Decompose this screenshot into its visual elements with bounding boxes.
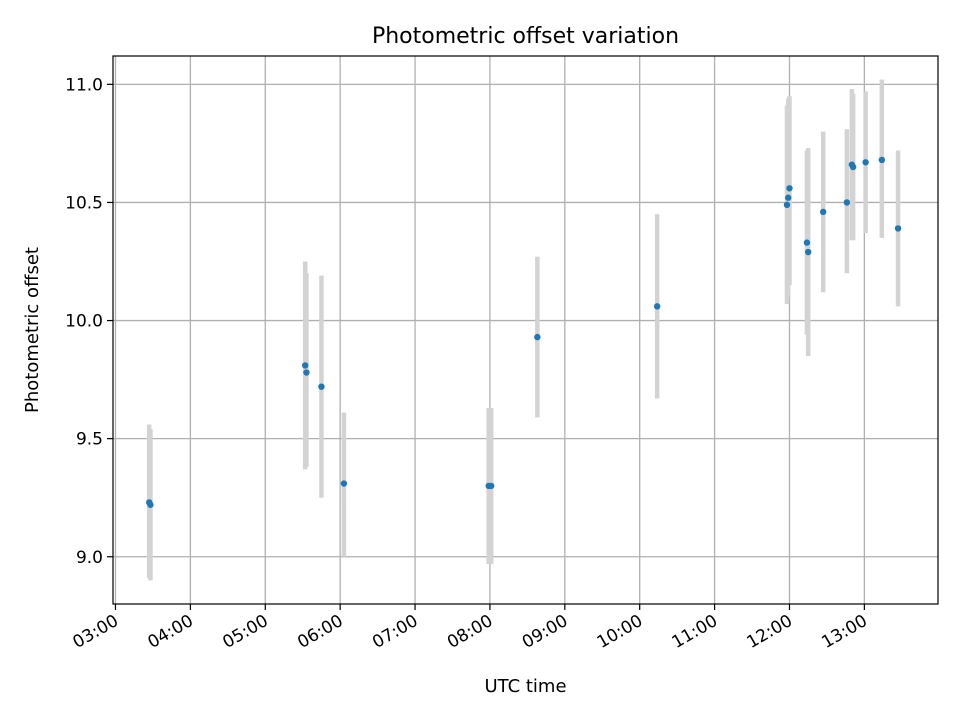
data-point <box>878 156 886 164</box>
data-point <box>819 208 827 216</box>
data-point <box>843 199 851 206</box>
y-tick-label: 10.0 <box>65 312 103 332</box>
data-point <box>786 185 793 192</box>
y-axis-label: Photometric offset <box>22 247 43 413</box>
data-point <box>783 201 791 209</box>
data-point <box>534 333 541 341</box>
data-point <box>894 225 902 232</box>
data-point <box>302 362 309 369</box>
chart-title: Photometric offset variation <box>372 24 679 49</box>
data-point <box>849 163 857 171</box>
y-tick-label: 9.5 <box>76 430 103 450</box>
data-point <box>487 482 495 490</box>
data-point <box>653 303 661 310</box>
data-point <box>785 194 792 201</box>
data-point <box>803 239 811 246</box>
data-point <box>804 248 812 256</box>
y-tick-label: 11.0 <box>65 75 103 95</box>
data-point <box>862 159 869 166</box>
data-points <box>145 156 902 508</box>
plot-frame <box>112 55 939 605</box>
data-point <box>303 369 310 376</box>
data-point <box>318 383 325 390</box>
y-tick-label: 10.5 <box>65 193 103 213</box>
x-axis-label: UTC time <box>484 676 566 697</box>
data-point <box>340 480 348 487</box>
data-point <box>147 501 154 508</box>
y-tick-label: 9.0 <box>76 548 103 568</box>
